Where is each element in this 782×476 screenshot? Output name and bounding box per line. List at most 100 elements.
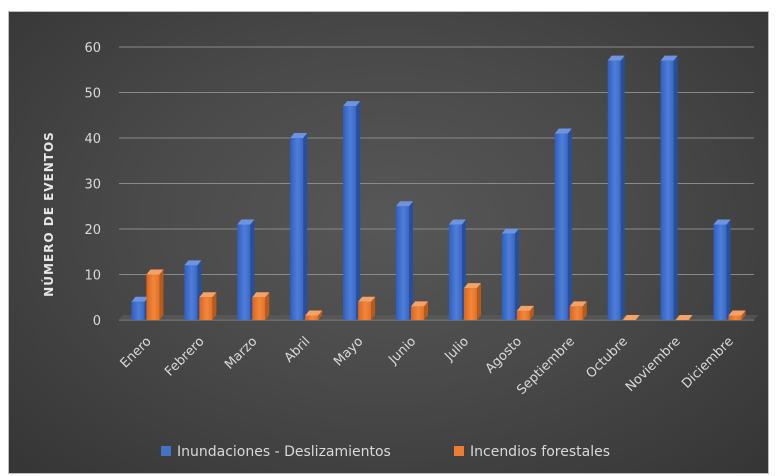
bar-top <box>660 55 678 61</box>
y-tick-label: 40 <box>84 132 101 147</box>
bar-front <box>290 138 304 320</box>
bar-front <box>146 274 160 320</box>
bar-top <box>554 128 572 134</box>
bar-incendios <box>569 301 587 320</box>
bar-side <box>303 133 308 320</box>
bar-incendios <box>463 283 481 320</box>
bar-side <box>673 55 678 321</box>
bar-incendios <box>516 305 534 320</box>
legend: Inundaciones - Deslizamientos Incendios f… <box>161 444 610 460</box>
y-tick-label: 10 <box>84 269 101 284</box>
bar-inundaciones <box>290 133 308 320</box>
bar-side <box>424 301 429 320</box>
bar-side <box>159 269 164 320</box>
bar-top <box>396 201 414 207</box>
x-tick-label: Noviembre <box>623 334 684 395</box>
bar-top <box>290 133 308 138</box>
bar-inundaciones <box>554 128 572 320</box>
bar-top <box>728 310 746 316</box>
legend-label: Inundaciones - Deslizamientos <box>177 444 391 460</box>
bar-side <box>741 310 746 320</box>
legend-swatch <box>161 446 171 456</box>
bar-front <box>343 106 357 321</box>
x-tick-label: Diciembre <box>679 334 737 392</box>
bar-front <box>199 297 213 320</box>
gridlines <box>119 46 758 321</box>
bar-front <box>463 288 477 320</box>
bar-top <box>516 305 534 311</box>
bar-top <box>463 283 481 289</box>
bar-top <box>675 315 693 320</box>
bar-inundaciones <box>343 101 361 321</box>
bar-front <box>501 233 515 320</box>
bar-side <box>318 310 323 320</box>
bar-top <box>343 101 361 107</box>
bar-top <box>184 260 202 266</box>
bar-front <box>358 301 372 320</box>
bar-side <box>356 101 361 321</box>
x-tick-label: Mayo <box>331 334 366 369</box>
bar-front <box>448 224 462 320</box>
x-tick-label: Agosto <box>483 334 525 376</box>
bar-front <box>713 224 727 320</box>
bar-incendios <box>252 292 270 320</box>
bar-front <box>554 133 568 320</box>
bar-front <box>607 60 621 321</box>
bar-side <box>567 128 572 320</box>
bar-front <box>516 310 530 320</box>
y-tick-label: 60 <box>84 41 101 56</box>
bar-top <box>622 315 640 320</box>
bar-front <box>569 306 583 320</box>
bar-side <box>371 296 376 320</box>
y-tick-label: 30 <box>84 178 101 193</box>
bar-inundaciones <box>607 55 625 321</box>
y-tick-label: 0 <box>93 314 101 329</box>
bar-inundaciones <box>237 219 255 320</box>
bar-inundaciones <box>131 296 149 320</box>
bar-top <box>131 296 149 302</box>
bar-top <box>199 292 217 298</box>
bar-incendios <box>199 292 217 320</box>
bar-incendios <box>305 310 323 320</box>
bar-inundaciones <box>660 55 678 321</box>
bar-chart: 0 10 20 30 40 50 60 Enero Febrero Marzo Abril Mayo J… <box>41 41 758 460</box>
chart-area: 0 10 20 30 40 50 60 Enero Febrero Marzo Abril Mayo J… <box>8 11 769 474</box>
bar-side <box>265 292 270 320</box>
y-tick-label: 50 <box>84 87 101 102</box>
bar-side <box>212 292 217 320</box>
bar-front <box>184 265 198 320</box>
x-tick-label: Febrero <box>162 334 207 379</box>
legend-item: Inundaciones - Deslizamientos <box>161 444 391 460</box>
bar-incendios <box>622 315 640 321</box>
bar-top <box>501 228 519 234</box>
bar-side <box>409 201 414 320</box>
bar-inundaciones <box>184 260 202 320</box>
bar-inundaciones <box>713 219 731 320</box>
legend-label: Incendios forestales <box>470 444 610 460</box>
bar-incendios <box>146 269 164 320</box>
y-tick-label: 20 <box>84 223 101 238</box>
bar-side <box>726 219 731 320</box>
x-tick-label: Marzo <box>222 334 260 372</box>
y-axis-title: NÚMERO DE EVENTOS <box>41 131 56 297</box>
bar-top <box>305 310 323 316</box>
bar-front <box>305 315 319 320</box>
bar-inundaciones <box>448 219 466 320</box>
bar-front <box>728 315 742 320</box>
bar-front <box>660 60 674 321</box>
legend-item: Incendios forestales <box>454 444 610 460</box>
bar-front <box>411 306 425 320</box>
bar-incendios <box>728 310 746 320</box>
x-tick-label: Octubre <box>583 334 630 381</box>
bar-side <box>582 301 587 320</box>
legend-swatch <box>454 446 464 456</box>
bar-side <box>529 305 534 320</box>
bar-side <box>514 228 519 320</box>
bar-incendios <box>358 296 376 320</box>
bar-incendios <box>675 315 693 321</box>
bar-top <box>237 219 255 225</box>
bar-front <box>131 301 145 320</box>
bar-inundaciones <box>396 201 414 320</box>
bar-top <box>252 292 270 298</box>
bar-side <box>476 283 481 320</box>
